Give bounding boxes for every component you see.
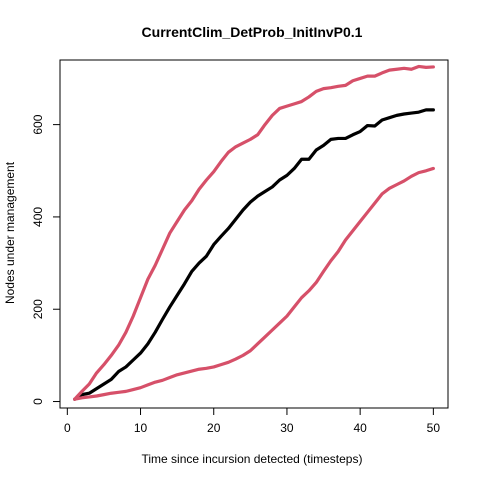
plot-frame [59,59,449,409]
series-black-line [73,108,435,401]
chart-title: CurrentClim_DetProb_InitInvP0.1 [142,24,363,40]
x-tick-label: 10 [134,421,148,435]
y-axis: 0 200 400 600 [31,114,61,405]
series-red-upper-line [73,64,435,401]
x-axis-label: Time since incursion detected (timesteps… [142,452,363,466]
y-tick-label: 400 [31,207,45,227]
series-layer [73,64,435,401]
y-tick-label: 600 [31,114,45,134]
x-tick-label: 30 [280,421,294,435]
x-axis: 0 10 20 30 40 50 [64,407,441,435]
x-tick-label: 40 [353,421,367,435]
series-red-lower-line [73,166,435,401]
x-tick-label: 20 [207,421,221,435]
x-tick-label: 0 [64,421,71,435]
y-tick-label: 200 [31,299,45,319]
x-tick-label: 50 [427,421,441,435]
y-tick-label: 0 [31,398,45,405]
y-axis-label: Nodes under management [3,161,17,304]
